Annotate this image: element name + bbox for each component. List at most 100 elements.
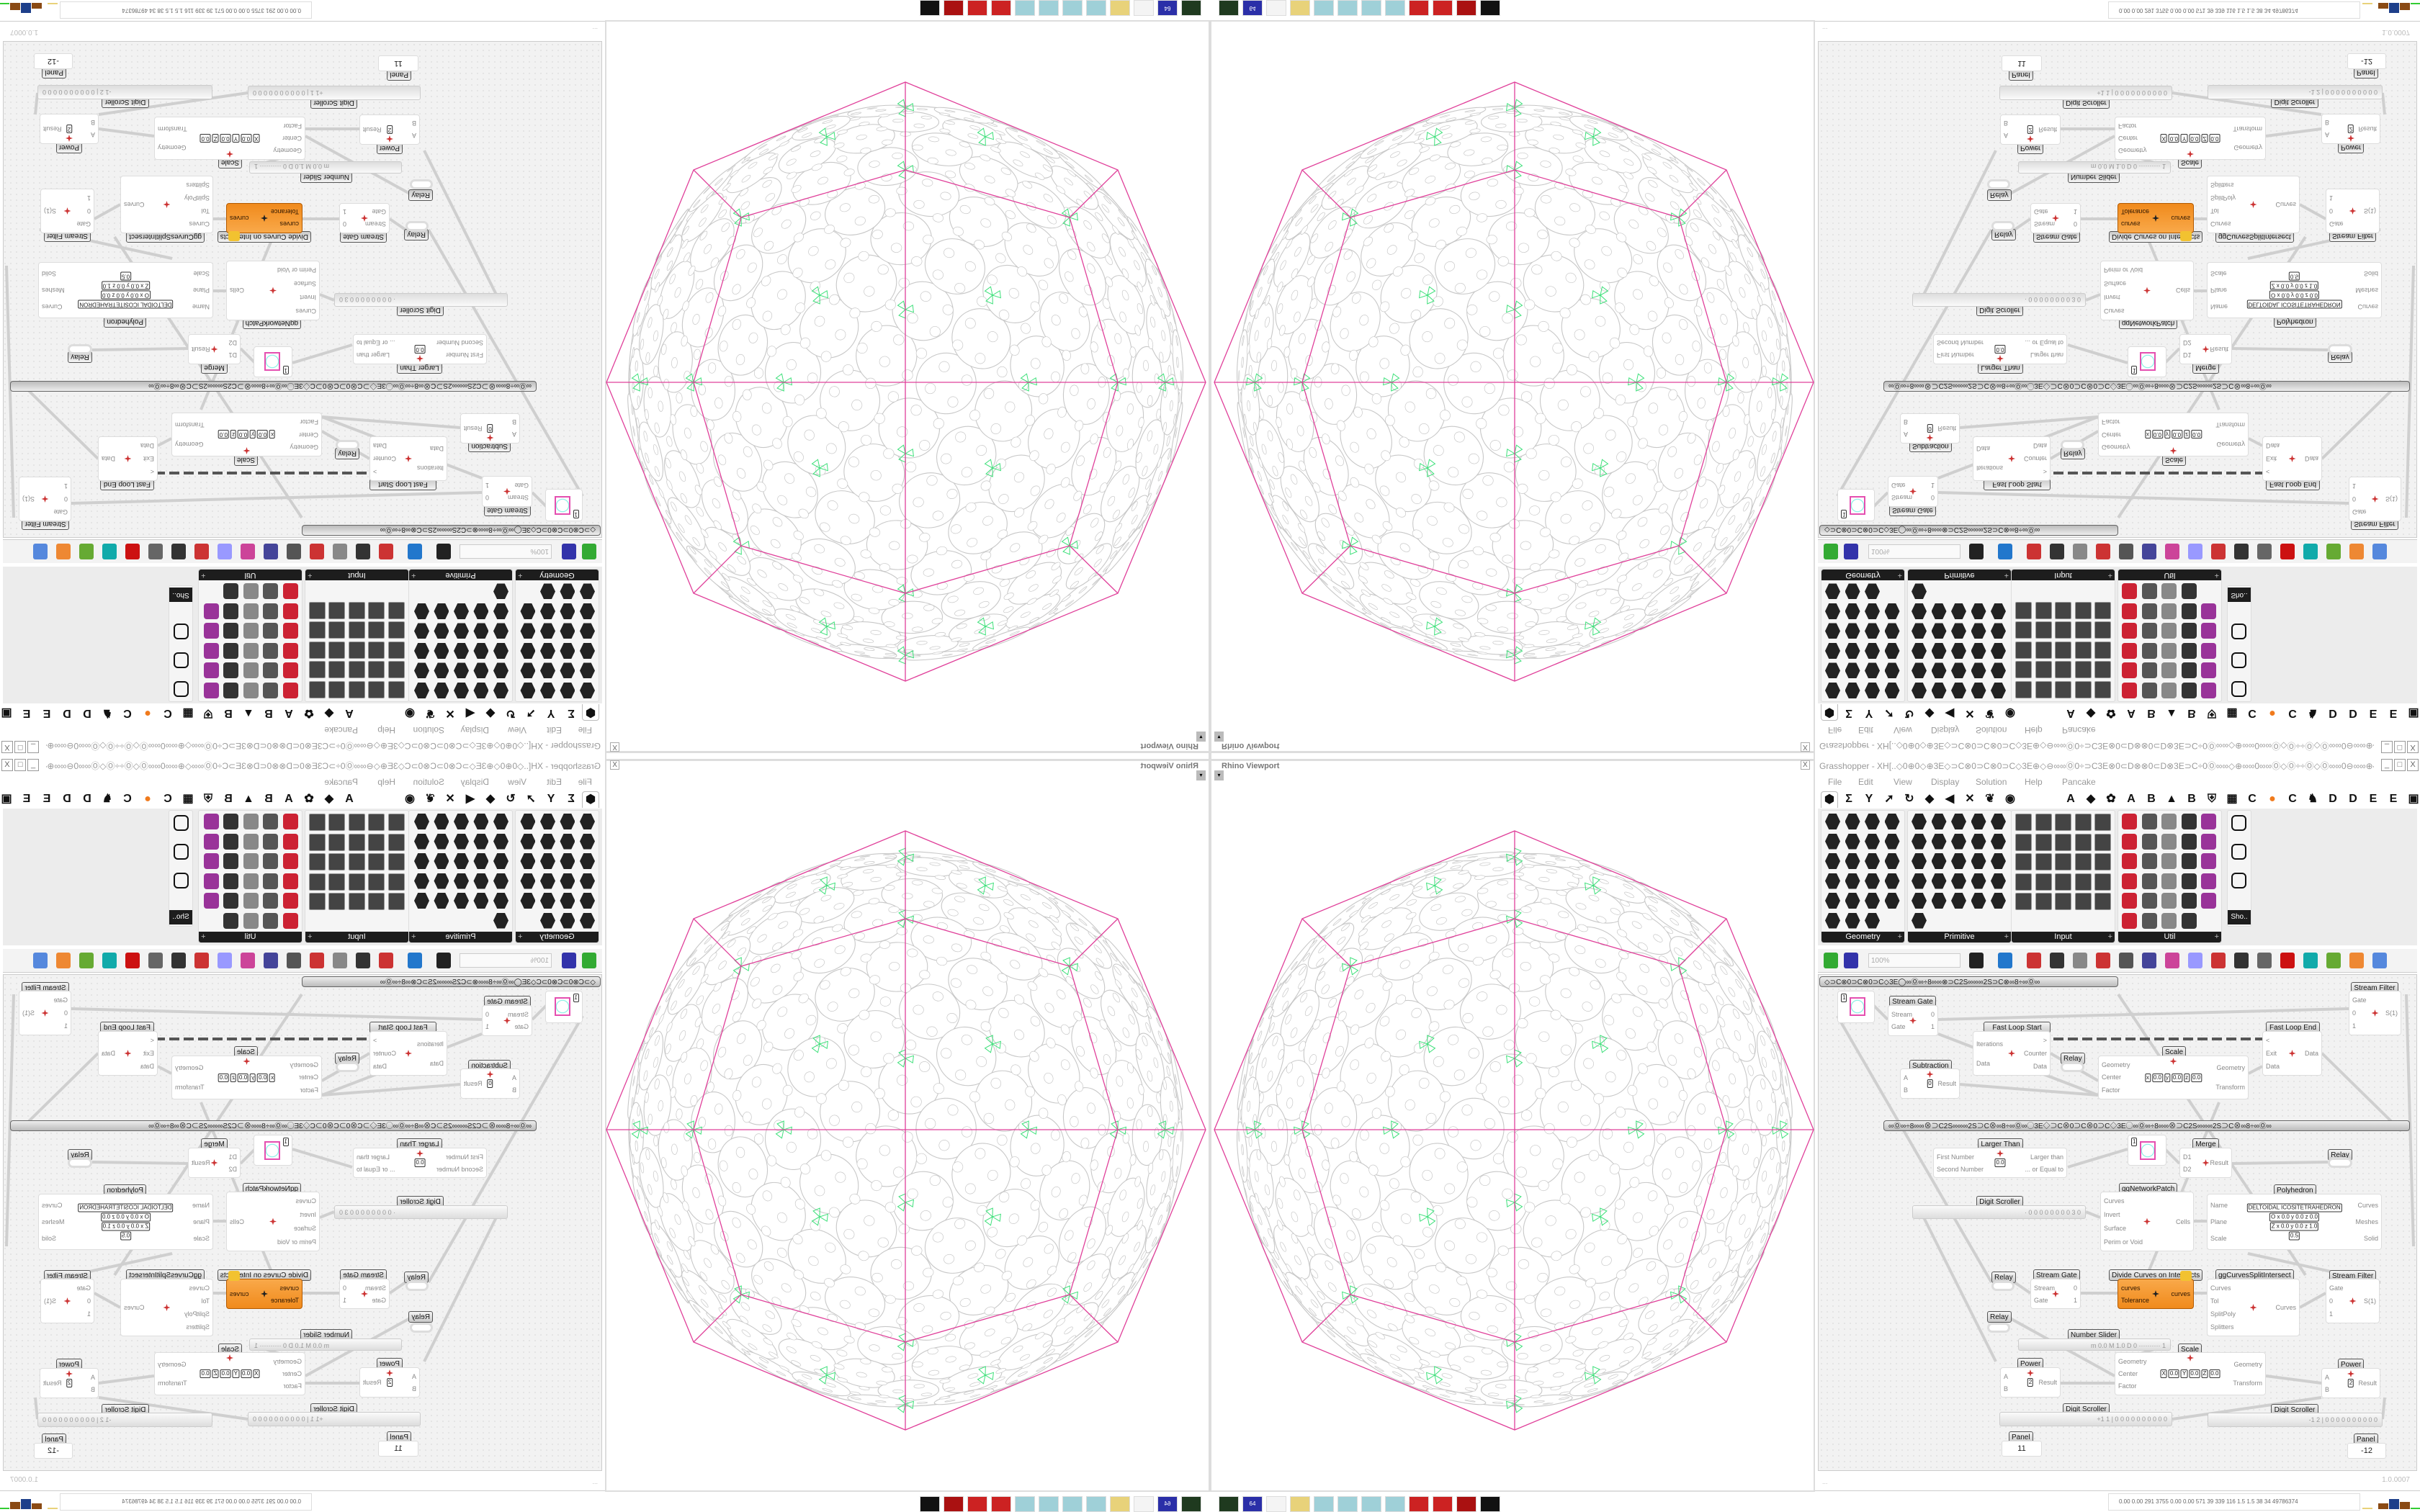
input-center[interactable]: Center [2102,431,2122,438]
tab-22[interactable]: ♞ [102,793,113,805]
input-stream[interactable]: Stream [507,494,529,502]
input-tolerance[interactable]: Tolerance [2121,208,2150,216]
drop-icon[interactable] [1912,814,1927,829]
tab-1[interactable]: Σ [1845,793,1852,805]
tab-17[interactable]: ⛨ [2207,707,2216,719]
key-icon[interactable] [2181,623,2197,639]
tab-9[interactable]: ◉ [2005,793,2015,805]
input-gate[interactable]: Gate [1891,481,1906,489]
teal-icon[interactable] [102,544,117,559]
lock-icon[interactable] [434,853,449,869]
input-0[interactable]: 0 [2329,207,2334,215]
field-value[interactable]: 0.0 [237,430,249,439]
arrow-right-icon[interactable] [263,583,279,600]
bug-icon[interactable] [1932,683,1947,698]
hook-icon[interactable] [1825,893,1840,909]
rhino-viewport[interactable]: Rhino Viewport X ▾ [1210,22,1816,756]
warning-balloon-icon[interactable] [228,1271,240,1281]
calendar-icon[interactable] [2074,621,2092,639]
prism-icon[interactable] [349,814,365,831]
cj-icon[interactable] [1912,893,1927,909]
flask-icon[interactable] [204,643,219,659]
scale-node[interactable]: Geometry Center Factor Geometry Transform X 0.… [2115,117,2266,160]
clock-icon[interactable] [454,663,469,679]
output-curves[interactable]: Curves [42,1201,63,1209]
menu-solution[interactable]: Solution [413,725,444,735]
abc-icon[interactable] [540,853,555,869]
uc-icon[interactable] [1931,853,1947,869]
display-icon[interactable] [287,953,301,968]
output-0[interactable]: 0 [343,1284,347,1292]
output-geometry[interactable]: Geometry [158,1361,187,1368]
magnet-icon[interactable] [263,683,279,698]
fast-loop-start-node[interactable]: Iterations Data > Counter Data [1973,436,2051,481]
menu-pancake[interactable]: Pancake [324,725,358,735]
tab-8[interactable]: ❦ [425,707,435,719]
tab-24[interactable]: D [63,793,71,805]
gear-icon[interactable] [1884,893,1900,909]
field-value[interactable]: 0.0 [2171,430,2183,439]
pencil-icon[interactable] [263,853,279,869]
open-file-icon[interactable] [1824,544,1838,559]
uc-icon[interactable] [474,643,489,659]
diamond-icon[interactable] [1845,893,1860,909]
package-icon[interactable] [2165,544,2179,559]
tab-5[interactable]: ◆ [1924,793,1935,805]
input-second-number[interactable]: Second Number [1937,339,1984,347]
clock-icon[interactable] [1951,833,1966,850]
relay-node[interactable] [336,440,359,450]
colorwheel-icon[interactable] [2035,853,2052,870]
file-icon[interactable] [1931,893,1947,909]
arrow-icon[interactable] [580,853,595,869]
menu-display[interactable]: Display [460,725,489,735]
input-gate[interactable]: Gate [53,508,68,516]
input-a[interactable]: A [90,131,95,139]
colorwheel-icon[interactable] [2035,642,2052,659]
pdb-icon[interactable] [2035,873,2052,891]
star-icon[interactable] [1912,833,1927,850]
field-value[interactable]: 0.0 [218,430,229,439]
panel-expand-icon[interactable]: + [201,571,206,580]
flask-icon[interactable] [204,853,219,869]
palette-icon[interactable] [2201,603,2216,619]
map-icon[interactable] [1865,893,1880,909]
A-icon[interactable] [2201,683,2216,698]
file-icon[interactable] [1932,603,1947,619]
input-b[interactable]: B [1904,418,1909,426]
bulb-icon[interactable] [2188,544,2202,559]
panel-expand-icon[interactable]: + [201,932,206,941]
vector-icon[interactable] [1865,683,1880,698]
gauge-icon[interactable] [243,583,259,600]
input-tolerance[interactable]: Tolerance [270,1296,299,1304]
xyz-icon[interactable] [328,833,346,851]
tab-20[interactable]: ● [144,707,151,719]
input-stream[interactable]: Stream [364,220,386,228]
tab-3[interactable]: ➚ [526,793,536,805]
input-first-number[interactable]: First Number [1937,351,1975,359]
output-s-1-[interactable]: S(1) [22,1009,35,1017]
A-icon[interactable] [204,683,219,698]
output-result[interactable]: Result [2210,346,2228,353]
panel-label[interactable]: Primitive + [409,932,512,942]
polyhedron-node[interactable]: Name Plane Scale Curves Meshes Solid DELTOIDAL… [38,1194,213,1250]
hash-icon[interactable] [1912,624,1927,639]
field-value[interactable]: Z x 0.0 y 0.0 z 1.0 [2269,281,2319,290]
input-gate[interactable]: Gate [76,220,91,228]
checker-icon[interactable] [309,853,326,870]
spiral-icon[interactable] [223,833,239,850]
sphere-icon[interactable] [1991,893,2006,909]
floppy-64-icon[interactable]: 64 [1242,0,1263,16]
notepad-icon[interactable] [1337,0,1358,16]
mesh-icon[interactable] [1845,912,1860,929]
spark-icon[interactable] [349,621,365,639]
field-value[interactable]: 0 [487,424,493,433]
group-bar[interactable]: ◇⊃C⊗0⊃C⊗0⊃C◇3E◯∞Ⓞ∞÷8∞∞⊗⊃C2S∞∞∞2S⊃C⊗∞8÷∞Ⓞ… [302,525,601,536]
output-transform[interactable]: Transform [175,1083,205,1091]
output-counter[interactable]: Counter [373,1050,397,1057]
red-sys-icon[interactable] [1456,0,1476,16]
tab-25[interactable]: E [42,707,51,719]
swatch-icon[interactable] [388,833,405,851]
menu-view[interactable]: View [1894,777,1912,787]
tab-6[interactable]: ◀ [465,793,475,805]
tab-18[interactable]: ▦ [182,707,194,719]
